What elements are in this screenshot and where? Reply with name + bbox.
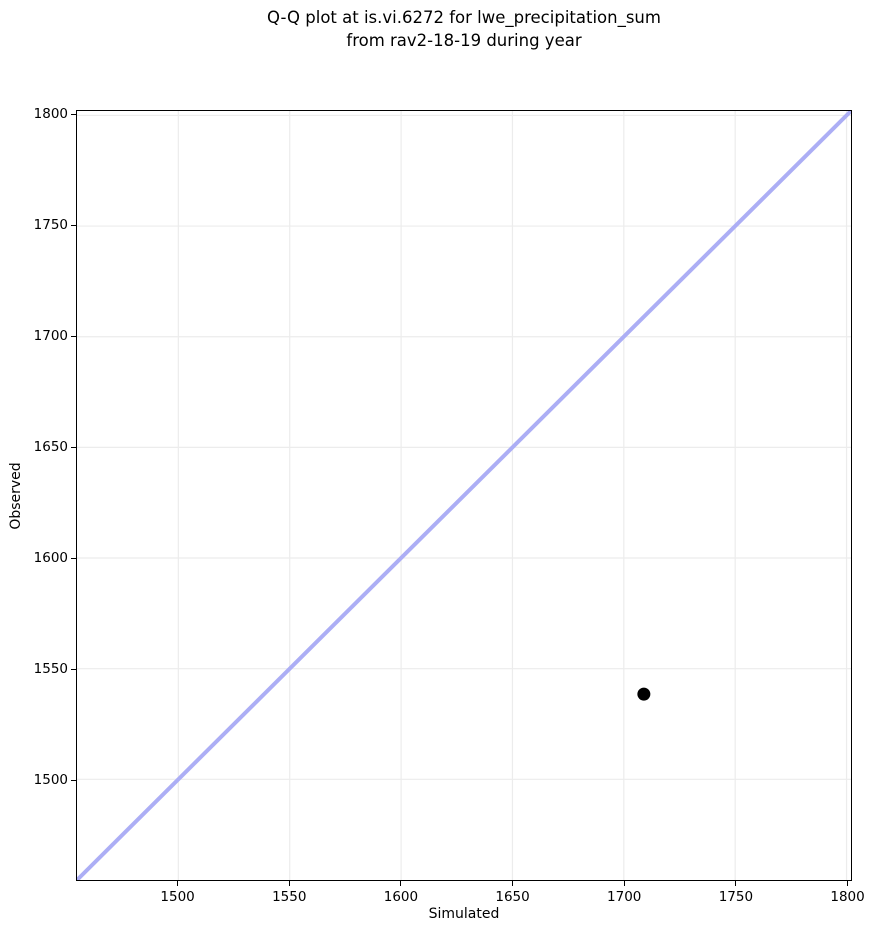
x-tick-mark (735, 881, 737, 886)
data-point (637, 687, 651, 701)
chart-title-line-1: Q-Q plot at is.vi.6272 for lwe_precipita… (267, 8, 661, 27)
x-tick-mark (847, 881, 849, 886)
plot-canvas (77, 111, 851, 880)
x-tick-mark (177, 881, 179, 886)
x-tick-label: 1550 (272, 889, 307, 905)
chart-title-line-2: from rav2-18-19 during year (346, 31, 582, 50)
identity-reference-line (77, 111, 851, 880)
x-tick-mark (512, 881, 514, 886)
x-tick-label: 1800 (830, 889, 865, 905)
x-tick-label: 1500 (160, 889, 195, 905)
y-tick-label: 1500 (33, 772, 68, 789)
x-tick-mark (288, 881, 290, 886)
y-tick-label: 1650 (33, 439, 68, 456)
x-tick-label: 1700 (607, 889, 642, 905)
x-tick-label: 1750 (718, 889, 754, 905)
y-axis-label: Observed (8, 462, 24, 530)
y-tick-label: 1800 (33, 106, 68, 123)
x-tick-mark (623, 881, 625, 886)
y-tick-label: 1550 (33, 661, 68, 678)
y-tick-label: 1700 (33, 328, 68, 345)
y-tick-mark (71, 446, 76, 448)
y-tick-mark (71, 668, 76, 670)
y-tick-mark (71, 557, 76, 559)
y-tick-label: 1750 (33, 217, 68, 234)
x-tick-mark (400, 881, 402, 886)
x-tick-label: 1650 (495, 889, 530, 905)
y-tick-mark (71, 335, 76, 337)
x-tick-label: 1600 (383, 889, 419, 905)
x-axis-label: Simulated (428, 906, 500, 922)
plot-area (76, 110, 852, 881)
y-tick-mark (71, 113, 76, 115)
y-tick-label: 1600 (33, 550, 68, 567)
y-tick-mark (71, 224, 76, 226)
chart-title: Q-Q plot at is.vi.6272 for lwe_precipita… (267, 6, 661, 52)
y-tick-mark (71, 779, 76, 781)
